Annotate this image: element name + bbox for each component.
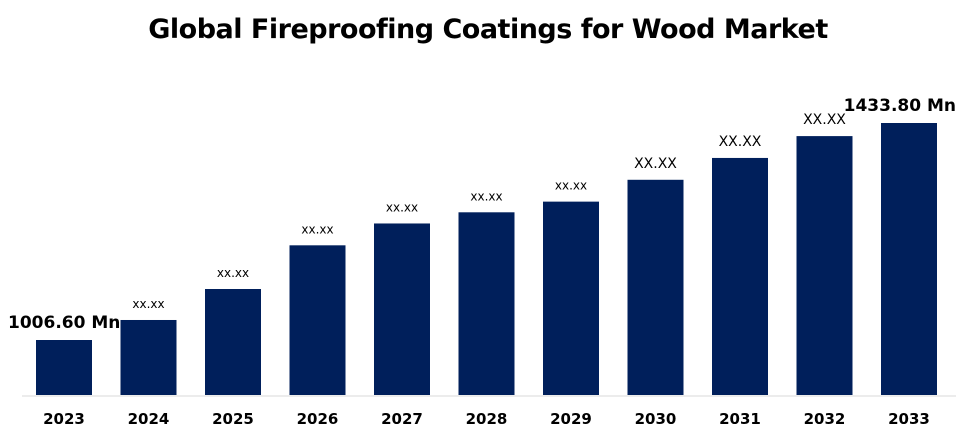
- x-tick-2025: 2025: [212, 410, 254, 428]
- x-tick-2024: 2024: [128, 410, 170, 428]
- bar-2024: [120, 319, 177, 395]
- bar-2025: [205, 289, 261, 395]
- x-tick-2028: 2028: [466, 410, 508, 428]
- data-label-2031: XX.XX: [719, 134, 762, 150]
- bar-2030: [627, 179, 684, 395]
- x-tick-2023: 2023: [43, 410, 85, 428]
- data-label-2024: xx.xx: [132, 297, 164, 311]
- bar-2029: [543, 201, 599, 395]
- x-tick-2027: 2027: [381, 410, 423, 428]
- chart-title: Global Fireproofing Coatings for Wood Ma…: [148, 14, 828, 45]
- bars-group: [36, 123, 937, 395]
- x-tick-2030: 2030: [635, 410, 677, 428]
- bar-2028: [458, 212, 515, 395]
- data-label-2032: XX.XX: [803, 112, 846, 128]
- data-label-2033: 1433.80 Mn: [844, 96, 956, 116]
- bar-2023: [36, 340, 92, 395]
- data-label-2028: xx.xx: [470, 189, 502, 203]
- x-tick-2026: 2026: [297, 410, 339, 428]
- value-labels-group: 1006.60 Mn xx.xx xx.xx xx.xx xx.xx xx.xx xx.xx…: [8, 96, 956, 333]
- data-label-2025: xx.xx: [217, 266, 249, 280]
- bar-2031: [712, 157, 768, 395]
- data-label-2023: 1006.60 Mn: [8, 313, 120, 333]
- x-tick-labels-group: 2023 2024 2025 2026 2027 2028 2029 2030 2031 2032…: [43, 410, 930, 428]
- data-label-2027: xx.xx: [386, 200, 418, 214]
- bar-2027: [374, 223, 430, 395]
- data-label-2029: xx.xx: [555, 179, 587, 193]
- data-label-2030: XX.XX: [634, 156, 677, 172]
- x-tick-2031: 2031: [719, 410, 761, 428]
- x-tick-2033: 2033: [888, 410, 930, 428]
- x-tick-2032: 2032: [804, 410, 846, 428]
- bar-2032: [796, 136, 853, 395]
- bar-2026: [289, 245, 346, 395]
- data-label-2026: xx.xx: [301, 222, 333, 236]
- x-tick-2029: 2029: [550, 410, 592, 428]
- bar-2033: [881, 123, 937, 395]
